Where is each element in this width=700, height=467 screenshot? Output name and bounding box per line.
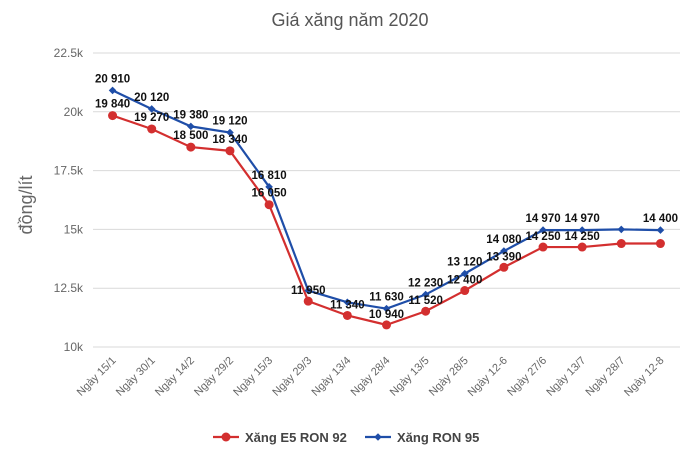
y-tick-label: 22.5k bbox=[54, 46, 84, 60]
data-point bbox=[655, 239, 665, 249]
series-group bbox=[108, 86, 665, 330]
data-label: 14 250 bbox=[525, 231, 560, 243]
data-label: 12 400 bbox=[447, 275, 482, 287]
data-point bbox=[617, 225, 626, 234]
data-point bbox=[499, 262, 509, 272]
gridlines bbox=[93, 52, 680, 348]
x-tick-label: Ngày 13/5 bbox=[388, 355, 432, 399]
y-tick-label: 20k bbox=[64, 105, 84, 119]
data-point bbox=[304, 286, 313, 295]
data-point bbox=[577, 242, 587, 252]
data-label: 20 120 bbox=[134, 92, 169, 104]
x-tick-label: Ngày 28/4 bbox=[349, 355, 393, 399]
data-point bbox=[342, 310, 352, 320]
data-point bbox=[382, 304, 391, 313]
data-label: 14 970 bbox=[565, 213, 600, 225]
data-point bbox=[108, 86, 117, 95]
series-line bbox=[112, 89, 661, 310]
legend-item: Xăng RON 95 bbox=[365, 430, 479, 445]
data-label: 16 050 bbox=[252, 188, 287, 200]
y-tick-label: 10k bbox=[64, 340, 84, 354]
data-labels: 19 840 19 270 18 500 18 340 16 050 11 950 11 3… bbox=[95, 73, 678, 320]
data-label: 13 390 bbox=[486, 251, 521, 263]
data-point bbox=[226, 128, 234, 137]
data-label: 13 120 bbox=[447, 257, 482, 269]
data-point bbox=[460, 269, 469, 278]
data-point bbox=[225, 146, 235, 156]
x-tick-label: Ngày 13/7 bbox=[544, 355, 588, 399]
data-point bbox=[186, 142, 196, 152]
data-label: 19 840 bbox=[95, 99, 130, 111]
data-label: 14 250 bbox=[565, 231, 600, 243]
data-point bbox=[538, 242, 548, 252]
data-point bbox=[460, 286, 470, 296]
x-tick-label: Ngày 29/2 bbox=[192, 355, 236, 399]
data-point bbox=[421, 290, 430, 299]
data-label: 11 520 bbox=[408, 295, 443, 307]
data-label: 14 080 bbox=[486, 234, 521, 246]
data-point bbox=[656, 226, 665, 234]
data-label: 19 380 bbox=[173, 109, 208, 121]
y-tick-label: 17.5k bbox=[54, 164, 84, 178]
data-point bbox=[500, 247, 508, 255]
legend: Xăng E5 RON 92 Xăng RON 95 bbox=[213, 430, 479, 445]
y-axis-ticks: 10k 12.5k 15k 17.5k 20k 22.5k bbox=[54, 46, 84, 354]
x-tick-label: Ngày 12-8 bbox=[622, 355, 666, 399]
x-tick-label: Ngày 15/3 bbox=[231, 355, 275, 399]
x-tick-label: Ngày 28/5 bbox=[427, 355, 471, 399]
x-tick-label: Ngày 30/1 bbox=[114, 355, 158, 399]
data-point bbox=[108, 111, 118, 121]
data-label: 12 230 bbox=[408, 278, 443, 290]
data-point bbox=[147, 105, 156, 113]
x-tick-label: Ngày 29/3 bbox=[270, 355, 314, 399]
data-point bbox=[303, 296, 313, 306]
data-label: 18 340 bbox=[212, 134, 247, 146]
y-tick-label: 15k bbox=[64, 222, 84, 236]
data-point bbox=[382, 320, 391, 330]
legend-marker bbox=[374, 433, 382, 441]
data-point bbox=[265, 183, 273, 191]
data-point bbox=[578, 226, 586, 234]
x-tick-label: Ngày 28/7 bbox=[583, 355, 627, 399]
data-point bbox=[539, 226, 547, 234]
data-label: 16 810 bbox=[252, 170, 287, 182]
data-label: 19 120 bbox=[212, 115, 247, 127]
y-axis-label: đồng/lít bbox=[16, 175, 36, 234]
data-point bbox=[616, 239, 626, 249]
legend-label: Xăng E5 RON 92 bbox=[245, 430, 347, 445]
data-label: 19 270 bbox=[134, 112, 169, 124]
data-label: 11 340 bbox=[330, 299, 365, 311]
x-tick-label: Ngày 15/1 bbox=[75, 355, 119, 399]
data-label: 20 910 bbox=[95, 73, 130, 85]
data-label: 14 970 bbox=[525, 213, 560, 225]
legend-marker bbox=[221, 432, 231, 442]
data-label: 10 940 bbox=[369, 309, 404, 321]
data-label: 18 500 bbox=[173, 130, 208, 142]
x-tick-label: Ngày 12-6 bbox=[466, 355, 510, 399]
x-tick-label: Ngày 27/6 bbox=[505, 355, 549, 399]
data-label: 14 400 bbox=[643, 213, 678, 225]
data-label: 11 950 bbox=[291, 285, 326, 297]
x-tick-label: Ngày 14/2 bbox=[153, 355, 197, 399]
data-point bbox=[421, 306, 431, 316]
legend-label: Xăng RON 95 bbox=[397, 430, 479, 445]
data-point bbox=[264, 200, 274, 210]
y-tick-label: 12.5k bbox=[54, 281, 84, 295]
x-tick-label: Ngày 13/4 bbox=[310, 355, 354, 399]
data-point bbox=[343, 298, 352, 307]
legend-item: Xăng E5 RON 92 bbox=[213, 430, 347, 445]
data-label: 11 630 bbox=[369, 292, 404, 304]
chart-title: Giá xăng năm 2020 bbox=[271, 10, 428, 30]
data-point bbox=[147, 124, 157, 134]
data-point bbox=[187, 122, 195, 131]
